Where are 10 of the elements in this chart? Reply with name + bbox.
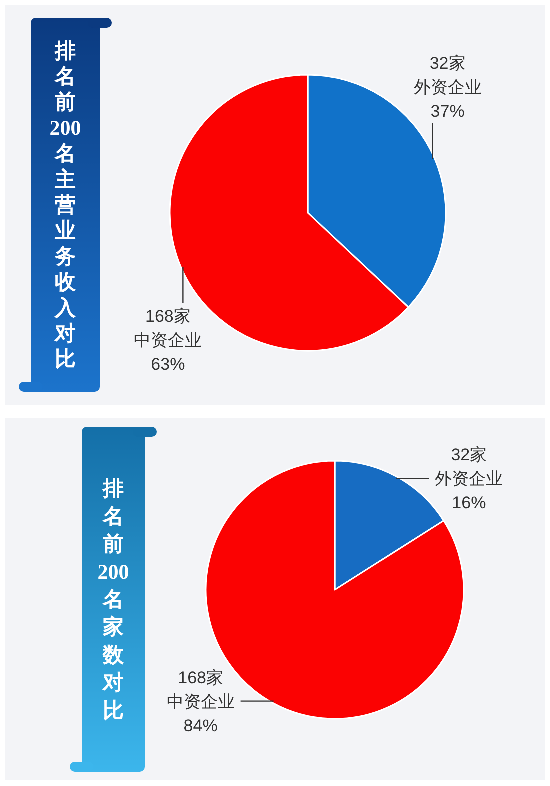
data-label: 16% [452,494,486,513]
slice-label: 32家外资企业 [435,446,504,489]
slice-label: 168家中资企业 [166,668,235,712]
slice-label: 168家中资企业 [134,307,202,350]
slice-label: 32家外资企业 [414,54,482,97]
chart-title: 排名前200名家数对比 [98,476,130,722]
chart-title: 排名前200名主营业务收入对比 [50,38,82,372]
data-label: 84% [184,716,218,736]
data-label: 37% [430,102,465,121]
data-label: 63% [151,355,186,374]
